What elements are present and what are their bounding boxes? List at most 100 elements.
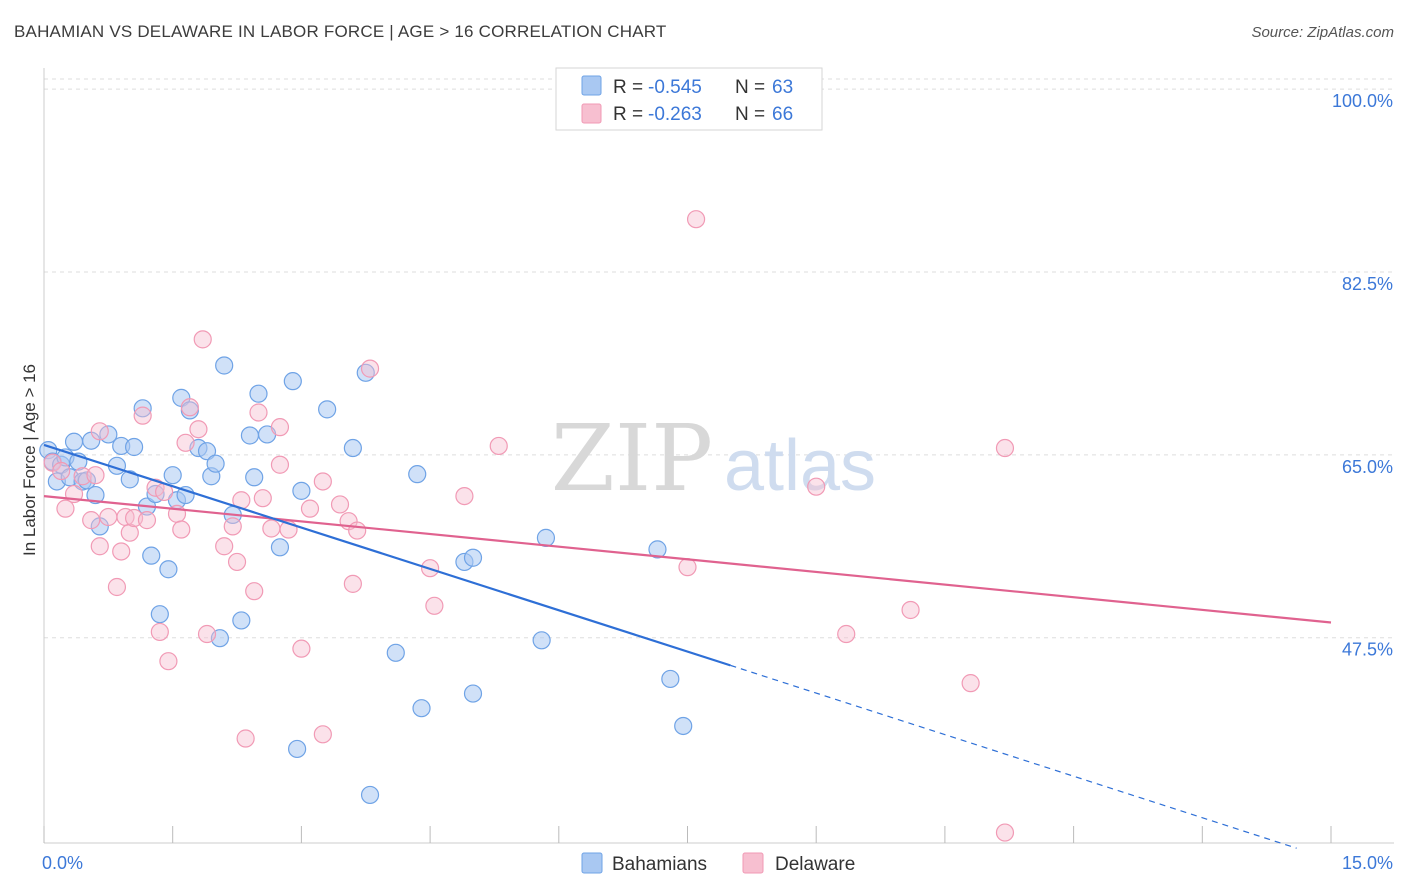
data-point-bahamians [532,631,551,650]
data-point-delaware [197,624,217,644]
data-point-delaware [227,552,247,572]
data-point-delaware [313,725,332,744]
series-delaware [43,210,1015,842]
data-point-delaware [236,729,255,748]
legend-n-value: 66 [772,104,793,125]
legend-r-label: R = [613,77,643,98]
legend-r-label: R = [613,104,643,125]
data-point-delaware [52,461,71,481]
data-point-bahamians [232,611,251,630]
data-point-bahamians [283,372,302,391]
legend-top: R = -0.545 N = 63 R = -0.263 N = 66 [555,67,823,131]
data-point-delaware [807,477,826,496]
x-tick-label: 15.0% [1342,853,1393,873]
data-point-delaware [120,523,139,542]
data-point-delaware [901,600,920,620]
data-point-delaware [961,674,980,693]
data-point-bahamians [463,684,483,703]
data-point-bahamians [249,384,268,403]
data-point-delaware [360,359,380,378]
y-tick-label: 82.5% [1342,274,1393,294]
data-point-delaware [82,511,101,530]
data-point-bahamians [292,481,311,500]
data-point-bahamians [240,426,260,445]
data-point-delaware [425,596,444,615]
trend-line-delaware [43,494,1332,624]
tick-labels: 47.5% 65.0% 82.5% 100.0% 0.0% 15.0% [42,91,1393,873]
y-tick-label: 65.0% [1342,457,1393,477]
data-point-delaware [455,486,474,506]
data-point-delaware [995,823,1015,842]
data-point-bahamians [318,400,337,419]
data-point-delaware [292,639,311,658]
data-point-bahamians [197,442,217,461]
data-point-bahamians [463,548,483,567]
data-point-bahamians [64,432,84,451]
watermark: ZIP atlas [551,405,876,512]
data-point-delaware [489,436,508,456]
data-point-delaware [300,499,320,518]
data-point-delaware [313,472,332,491]
data-point-bahamians [674,716,693,736]
data-point-bahamians [120,470,139,489]
chart-title: BAHAMIAN VS DELAWARE IN LABOR FORCE | AG… [14,22,667,41]
data-point-bahamians [270,538,290,557]
data-point-bahamians [142,546,161,565]
data-point-bahamians [124,437,144,457]
data-point-delaware [133,406,152,425]
data-point-delaware [343,574,362,593]
data-point-bahamians [245,468,264,487]
data-point-bahamians [206,454,225,473]
legend-r-value: -0.545 [648,77,702,98]
data-point-delaware [146,478,165,497]
legend-swatch-delaware [581,103,602,124]
axes [43,68,1394,844]
data-point-delaware [99,507,118,527]
trend-lines [43,443,1332,849]
legend-n-label: N = [735,104,765,125]
data-point-bahamians [163,466,182,485]
legend-bottom: Bahamians Delaware [581,852,855,875]
data-point-delaware [223,517,242,536]
grid-lines [44,78,1394,639]
x-tick-label: 0.0% [42,853,83,873]
legend-n-value: 63 [772,77,793,98]
data-point-bahamians [343,438,362,458]
data-point-delaware [189,420,208,439]
data-point-bahamians [408,465,427,484]
data-point-bahamians [159,560,178,579]
data-point-delaware [262,519,281,538]
trend-line-bahamians [43,443,731,667]
data-point-delaware [245,582,264,601]
data-point-bahamians [133,399,152,418]
watermark-zip: ZIP [551,405,713,512]
watermark-atlas: atlas [724,426,876,506]
data-point-delaware [330,495,350,514]
data-point-bahamians [386,643,405,662]
data-point-delaware [270,418,290,437]
data-point-bahamians [86,485,105,505]
legend-swatch-bahamians [581,75,602,96]
trend-line-bahamians-extension [730,664,1297,849]
data-point-bahamians [288,739,307,759]
data-point-delaware [215,537,234,556]
data-point-bahamians [661,669,680,689]
legend-r-value: -0.263 [648,104,702,125]
y-tick-label: 100.0% [1332,91,1393,111]
data-point-delaware [837,624,856,644]
data-point-delaware [249,403,268,422]
data-point-bahamians [412,699,431,718]
data-point-bahamians [360,785,380,805]
data-point-delaware [253,489,272,508]
data-point-delaware [137,511,157,530]
data-point-delaware [73,467,92,486]
source-label: Source: ZipAtlas.com [1251,24,1394,41]
legend-label-bahamians: Bahamians [612,854,707,875]
data-point-delaware [348,521,367,540]
data-point-delaware [995,438,1015,458]
legend-swatch-bahamians [581,852,603,874]
data-point-delaware [112,542,131,561]
data-point-delaware [176,433,195,452]
data-point-delaware [686,210,706,229]
